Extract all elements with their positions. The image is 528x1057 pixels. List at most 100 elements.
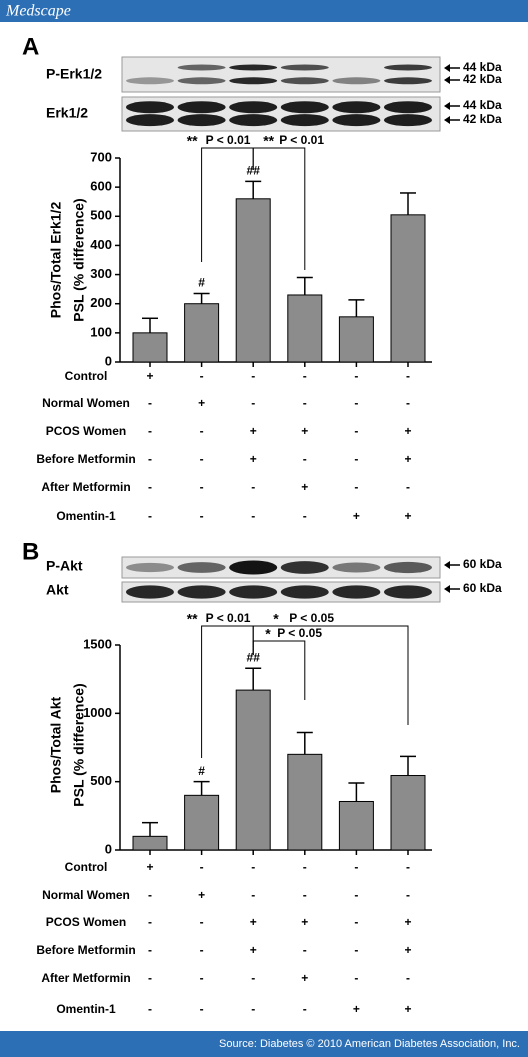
y-tick-label: 200 <box>90 295 112 310</box>
y-tick-label: 0 <box>105 841 112 856</box>
blot-band <box>126 114 174 127</box>
y-tick-label: 700 <box>90 149 112 164</box>
significance-bracket <box>252 147 306 270</box>
condition-mark: - <box>200 480 204 494</box>
kda-label: 60 kDa <box>463 581 502 595</box>
condition-mark: + <box>301 971 308 985</box>
kda-label: 60 kDa <box>463 557 502 571</box>
significance-stars: ** <box>263 133 274 149</box>
y-tick-label: 300 <box>90 266 112 281</box>
condition-mark: - <box>148 509 152 523</box>
condition-mark: + <box>250 452 257 466</box>
kda-arrowhead <box>444 585 450 593</box>
condition-mark: - <box>200 369 204 383</box>
bar <box>235 689 271 851</box>
condition-mark: - <box>148 915 152 929</box>
blot-band <box>177 562 226 573</box>
significance-p: P < 0.01 <box>279 133 324 147</box>
y-tick-label: 1000 <box>83 705 112 720</box>
condition-mark: - <box>148 1002 152 1016</box>
kda-arrowhead <box>444 102 450 110</box>
condition-mark: + <box>250 915 257 929</box>
condition-mark: - <box>148 424 152 438</box>
value-label: ## <box>247 163 261 177</box>
kda-label: 42 kDa <box>463 72 502 86</box>
blot-band <box>177 77 226 85</box>
blot-band <box>177 101 226 114</box>
blot-band <box>280 585 329 599</box>
condition-mark: + <box>198 396 205 410</box>
condition-name: PCOS Women <box>46 915 126 929</box>
condition-name: Normal Women <box>42 888 130 902</box>
condition-mark: - <box>354 860 358 874</box>
bar <box>132 835 168 851</box>
condition-mark: - <box>303 860 307 874</box>
blot-band <box>126 77 174 85</box>
significance-p: P < 0.01 <box>206 611 251 625</box>
blot-band <box>229 101 278 114</box>
condition-mark: - <box>251 480 255 494</box>
condition-mark: + <box>404 452 411 466</box>
bar <box>390 214 426 363</box>
condition-mark: - <box>354 915 358 929</box>
panel-label: A <box>22 33 39 60</box>
condition-mark: + <box>301 424 308 438</box>
kda-arrowhead <box>444 64 450 72</box>
kda-label: 44 kDa <box>463 98 502 112</box>
condition-name: After Metformin <box>41 480 130 494</box>
condition-mark: - <box>406 480 410 494</box>
blot-band <box>332 77 381 85</box>
condition-mark: - <box>251 860 255 874</box>
condition-mark: - <box>406 396 410 410</box>
condition-mark: - <box>148 480 152 494</box>
blot-band <box>280 114 329 127</box>
condition-mark: - <box>148 452 152 466</box>
condition-mark: + <box>250 943 257 957</box>
y-tick-label: 500 <box>90 773 112 788</box>
condition-name: Control <box>65 860 108 874</box>
condition-mark: - <box>200 860 204 874</box>
condition-mark: + <box>353 1002 360 1016</box>
condition-name: After Metformin <box>41 971 130 985</box>
blot-band <box>384 64 432 71</box>
blot <box>121 56 441 93</box>
condition-mark: - <box>406 369 410 383</box>
brand: Medscape <box>5 3 71 20</box>
blot-band <box>177 585 226 599</box>
condition-mark: - <box>251 971 255 985</box>
condition-mark: - <box>200 943 204 957</box>
condition-mark: - <box>303 1002 307 1016</box>
blot-band <box>126 101 174 114</box>
blot-band <box>384 114 432 127</box>
condition-mark: - <box>303 369 307 383</box>
condition-mark: - <box>354 971 358 985</box>
source: Source: Diabetes © 2010 American Diabete… <box>219 1038 520 1050</box>
condition-name: Before Metformin <box>36 452 135 466</box>
blot-band <box>384 77 432 85</box>
condition-mark: - <box>200 424 204 438</box>
bar <box>184 303 220 363</box>
condition-mark: - <box>303 396 307 410</box>
condition-mark: - <box>251 369 255 383</box>
significance-stars: * <box>265 626 271 642</box>
condition-mark: + <box>404 943 411 957</box>
condition-mark: + <box>404 424 411 438</box>
y-tick-label: 100 <box>90 324 112 339</box>
blot-band <box>280 101 329 114</box>
condition-mark: - <box>200 509 204 523</box>
condition-mark: - <box>354 943 358 957</box>
kda-arrowhead <box>444 561 450 569</box>
significance-stars: ** <box>187 611 198 627</box>
condition-mark: - <box>303 509 307 523</box>
bar <box>184 794 220 851</box>
significance-bracket <box>252 640 306 700</box>
blot-band <box>229 64 278 71</box>
condition-name: Omentin-1 <box>56 1002 116 1016</box>
y-axis-label: PSL (% difference) <box>71 683 87 806</box>
header-bar <box>0 0 528 22</box>
blot-label: P-Akt <box>46 558 83 574</box>
condition-mark: + <box>250 424 257 438</box>
y-axis-label: PSL (% difference) <box>71 198 87 321</box>
condition-mark: + <box>301 915 308 929</box>
